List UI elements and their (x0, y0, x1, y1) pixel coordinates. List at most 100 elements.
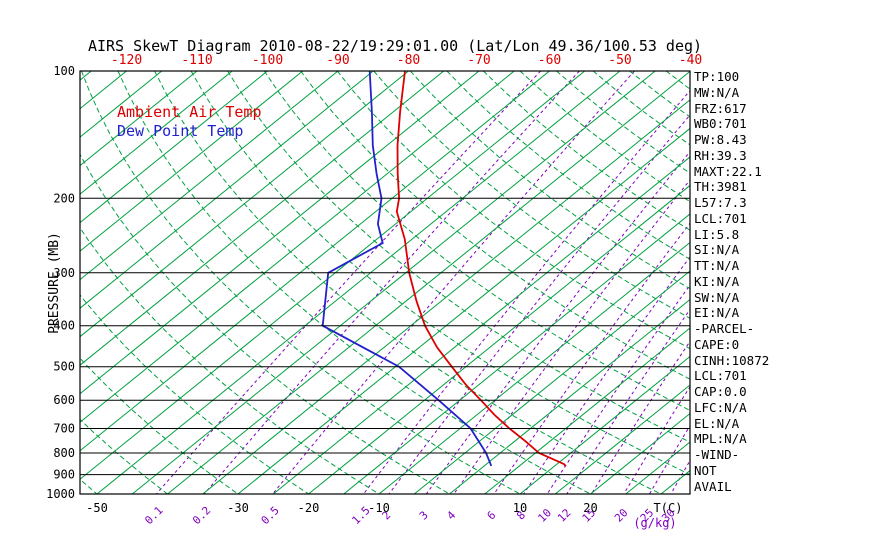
isotherm-line (237, 127, 690, 494)
mixing-units-label: (g/kg) (633, 516, 676, 530)
dry-adiabat-line (776, 71, 870, 494)
mixing-ratio-label: 3 (417, 509, 431, 523)
top-temp-label: -110 (181, 53, 212, 68)
dry-adiabat-line (80, 153, 450, 494)
x-axis-label: T(C) (654, 501, 683, 515)
isotherm-line (80, 71, 445, 366)
isotherm-line (80, 71, 480, 395)
dry-adiabat-line (849, 71, 870, 494)
plot-border (79, 70, 691, 495)
dry-adiabat-line (373, 71, 690, 319)
dry-adiabat-line (81, 71, 521, 494)
isotherm-line (80, 71, 233, 195)
stat-line: CAP:0.0 (694, 384, 747, 399)
mixing-ratio-label: 12 (555, 506, 574, 525)
dry-adiabat-line (227, 71, 690, 443)
dry-adiabat-line (154, 71, 662, 494)
top-temp-label: -50 (608, 53, 631, 68)
isotherm-line (80, 71, 304, 252)
temperature-curve (395, 71, 567, 467)
dry-adiabat-line (446, 71, 690, 260)
dry-adiabat-line (80, 418, 168, 494)
legend-ambient-temp: Ambient Air Temp (117, 103, 262, 121)
isotherm-line (202, 99, 690, 494)
stat-line: NOT (694, 462, 717, 478)
dry-adiabat-line (263, 71, 690, 411)
top-temp-label: -90 (326, 53, 349, 68)
stat-line: LCL:701 (694, 210, 747, 226)
stat-line: TT:N/A (694, 258, 740, 273)
isotherm-line (80, 71, 515, 423)
mixing-ratio-line (388, 114, 690, 494)
pressure-tick-label: 500 (53, 360, 75, 374)
isotherm-line (308, 184, 690, 494)
mixing-ratio-line (203, 71, 580, 494)
stat-line: TH:3981 (694, 179, 747, 195)
stat-line: RH:39.3 (694, 147, 747, 163)
stat-line: MAXT:22.1 (694, 163, 762, 179)
isotherm-line (80, 71, 92, 81)
isotherm-line (519, 355, 690, 494)
stat-line: SI:N/A (694, 242, 740, 258)
pressure-tick-label: 700 (53, 422, 75, 436)
stat-line: L57:7.3 (694, 195, 747, 210)
top-temp-label: -40 (679, 53, 702, 68)
bottom-temp-label: 10 (513, 501, 527, 515)
top-temp-label: -70 (467, 53, 490, 68)
chart-title: AIRS SkewT Diagram 2010-08-22/19:29:01.0… (87, 37, 703, 55)
dry-adiabat-line (80, 227, 380, 494)
dry-adiabat-line (80, 294, 309, 494)
mixing-ratio-line (493, 222, 690, 494)
isotherm-line (413, 270, 690, 494)
isotherm-line (80, 71, 374, 309)
stat-line: EL:N/A (694, 415, 740, 431)
isotherm-line (80, 71, 550, 452)
mixing-ratio-label: 0.1 (142, 504, 165, 527)
mixing-ratio-label: 0.2 (190, 504, 213, 527)
pressure-tick-label: 1000 (46, 487, 75, 501)
stat-line: LI:5.8 (694, 226, 740, 242)
stat-line: CAPE:0 (694, 336, 740, 352)
pressure-tick-label: 400 (53, 319, 75, 333)
stat-line: -WIND- (694, 447, 740, 462)
isotherm-line (80, 71, 586, 480)
mixing-ratio-line (566, 308, 690, 494)
stat-line: EI:N/A (694, 305, 740, 321)
stat-line: LCL:701 (694, 368, 747, 384)
dry-adiabat-line (409, 71, 690, 290)
mixing-ratio-label: 6 (485, 509, 499, 523)
legend-dew-point: Dew Point Temp (117, 122, 244, 140)
dry-adiabat-line (812, 71, 870, 494)
pressure-tick-label: 800 (53, 446, 75, 460)
bottom-temp-label: -50 (86, 501, 108, 515)
top-temp-label: -100 (252, 53, 283, 68)
isotherm-line (449, 298, 690, 494)
isotherm-line (767, 71, 870, 494)
isotherm-line (80, 71, 339, 281)
pressure-tick-label: 600 (53, 393, 75, 407)
stat-line: SW:N/A (694, 289, 740, 305)
pressure-tick-label: 200 (53, 191, 75, 205)
stat-line: MW:N/A (694, 84, 740, 100)
dry-adiabat-line (336, 71, 690, 350)
isotherm-line (0, 71, 21, 494)
stat-line: LFC:N/A (694, 399, 747, 415)
mixing-ratio-label: 4 (444, 508, 458, 522)
bottom-temp-label: 20 (583, 501, 597, 515)
pressure-tick-label: 900 (53, 468, 75, 482)
isotherm-line (484, 327, 690, 494)
dry-adiabat-line (190, 71, 690, 476)
bottom-temp-label: -10 (368, 501, 390, 515)
isotherm-line (272, 156, 690, 494)
stat-line: WB0:701 (694, 116, 747, 132)
dry-adiabat-line (519, 71, 690, 203)
mixing-ratio-line (623, 385, 690, 494)
dry-adiabat-line (483, 71, 690, 231)
isotherm-line (378, 241, 690, 494)
stat-line: PW:8.43 (694, 132, 747, 147)
stat-line: FRZ:617 (694, 100, 747, 116)
mixing-ratio-label: 20 (612, 506, 631, 525)
stat-line: CINH:10872 (694, 352, 770, 368)
